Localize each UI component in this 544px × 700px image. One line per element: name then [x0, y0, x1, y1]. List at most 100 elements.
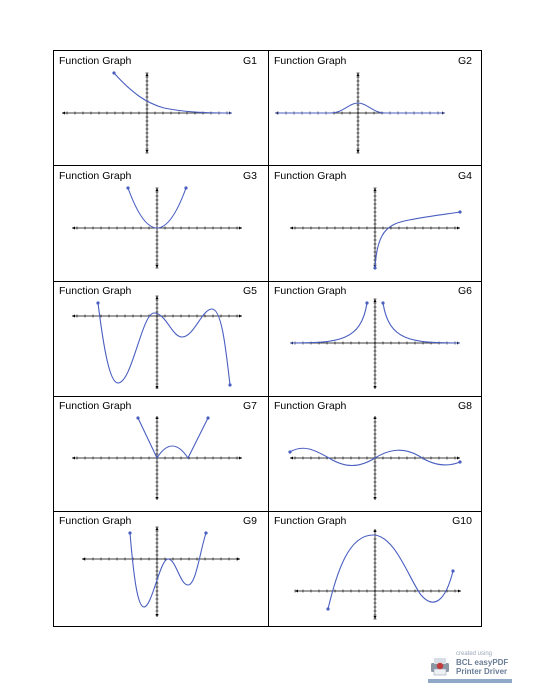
graph-id: G9 — [242, 515, 257, 527]
y-axis-arrow-icon — [155, 497, 159, 500]
y-axis-arrow-icon — [373, 616, 377, 619]
x-axis-arrow-icon — [239, 226, 242, 230]
graph-id: G3 — [242, 170, 257, 182]
endpoint — [288, 450, 292, 454]
endpoint — [184, 186, 188, 190]
cell-g9: Function Graph G9 — [54, 511, 268, 626]
row-divider — [54, 165, 481, 166]
row-divider — [54, 396, 481, 397]
curve-g9 — [129, 532, 207, 608]
cell-title: Function Graph — [274, 285, 347, 297]
x-axis-arrow-icon — [458, 589, 461, 593]
y-axis-arrow-icon — [155, 614, 159, 617]
cell-g6: Function Graph G6 — [269, 281, 483, 396]
curve-g5 — [97, 302, 231, 386]
row-divider — [54, 281, 481, 282]
cell-title: Function Graph — [274, 515, 347, 527]
y-axis-arrow-icon — [356, 150, 360, 153]
endpoint — [96, 301, 100, 305]
endpoint — [204, 531, 208, 535]
endpoint — [365, 301, 369, 305]
cell-g5: Function Graph G5 — [54, 281, 268, 396]
cell-g2: Function Graph G2 — [269, 51, 483, 166]
x-axis-arrow-icon — [82, 557, 85, 561]
y-axis-arrow-icon — [373, 386, 377, 389]
cell-g7: Function Graph G7 — [54, 396, 268, 511]
x-axis-arrow-icon — [72, 314, 75, 318]
x-axis-arrow-icon — [239, 314, 242, 318]
cell-title: Function Graph — [274, 170, 347, 182]
graph-id: G10 — [452, 515, 472, 527]
graph-g2 — [275, 72, 445, 154]
printer-logo-icon — [431, 658, 449, 676]
x-axis-arrow-icon — [72, 456, 75, 460]
curve-g7 — [137, 417, 209, 460]
curve-g8 — [289, 447, 461, 467]
graph-id: G7 — [242, 400, 257, 412]
pdf-creator-watermark: created using BCL easyPDF Printer Driver — [426, 651, 514, 687]
y-axis-arrow-icon — [356, 73, 360, 76]
endpoint — [458, 460, 462, 464]
graph-id: G6 — [457, 285, 472, 297]
y-axis-arrow-icon — [373, 416, 377, 419]
cell-title: Function Graph — [59, 170, 132, 182]
graph-g4 — [290, 187, 462, 270]
graph-id: G4 — [457, 170, 472, 182]
row-divider — [54, 511, 481, 512]
cell-g1: Function Graph G1 — [54, 51, 268, 166]
y-axis-arrow-icon — [155, 265, 159, 268]
y-axis-arrow-icon — [373, 188, 377, 191]
curve-g10 — [327, 534, 454, 610]
cell-title: Function Graph — [59, 400, 132, 412]
y-axis-arrow-icon — [373, 497, 377, 500]
graph-g1 — [62, 71, 233, 154]
x-axis-arrow-icon — [62, 111, 65, 115]
graph-g5 — [72, 295, 242, 389]
curve-g1 — [113, 72, 233, 114]
endpoint — [206, 416, 210, 420]
graph-g3 — [72, 186, 242, 269]
graph-g8 — [288, 416, 462, 500]
endpoint — [373, 266, 377, 270]
graph-id: G2 — [457, 55, 472, 67]
curve-g6-right — [382, 302, 461, 344]
watermark-brand: BCL easyPDF — [456, 658, 509, 667]
y-axis-arrow-icon — [373, 529, 377, 532]
cell-g8: Function Graph G8 — [269, 396, 483, 511]
x-axis-arrow-icon — [290, 456, 293, 460]
function-graph-table: Function Graph G1 Function Graph G2 Func… — [53, 50, 482, 627]
endpoint — [326, 607, 330, 611]
x-axis-arrow-icon — [290, 226, 293, 230]
x-axis-arrow-icon — [237, 557, 240, 561]
endpoint — [126, 186, 130, 190]
graph-id: G8 — [457, 400, 472, 412]
watermark-product: Printer Driver — [456, 667, 508, 676]
cell-title: Function Graph — [59, 285, 132, 297]
endpoint — [112, 71, 116, 75]
x-axis-arrow-icon — [295, 589, 298, 593]
curve-g6-left — [289, 302, 368, 344]
watermark-bar — [428, 679, 512, 683]
endpoint — [458, 210, 462, 214]
watermark-created-text: created using — [456, 651, 493, 657]
y-axis-arrow-icon — [155, 296, 159, 299]
cell-title: Function Graph — [274, 55, 347, 67]
y-axis-arrow-icon — [155, 386, 159, 389]
cell-title: Function Graph — [274, 400, 347, 412]
endpoint — [128, 531, 132, 535]
y-axis-arrow-icon — [155, 188, 159, 191]
x-axis-arrow-icon — [457, 226, 460, 230]
y-axis-arrow-icon — [373, 299, 377, 302]
x-axis-arrow-icon — [72, 226, 75, 230]
curve-g3 — [127, 187, 187, 229]
cell-g4: Function Graph G4 — [269, 166, 483, 281]
graph-g7 — [72, 416, 242, 500]
y-axis-arrow-icon — [145, 150, 149, 153]
x-axis-arrow-icon — [457, 456, 460, 460]
curve-g2 — [275, 102, 445, 114]
column-divider — [268, 51, 269, 626]
endpoint — [381, 301, 385, 305]
endpoint — [136, 416, 140, 420]
cell-g3: Function Graph G3 — [54, 166, 268, 281]
cell-title: Function Graph — [59, 55, 132, 67]
